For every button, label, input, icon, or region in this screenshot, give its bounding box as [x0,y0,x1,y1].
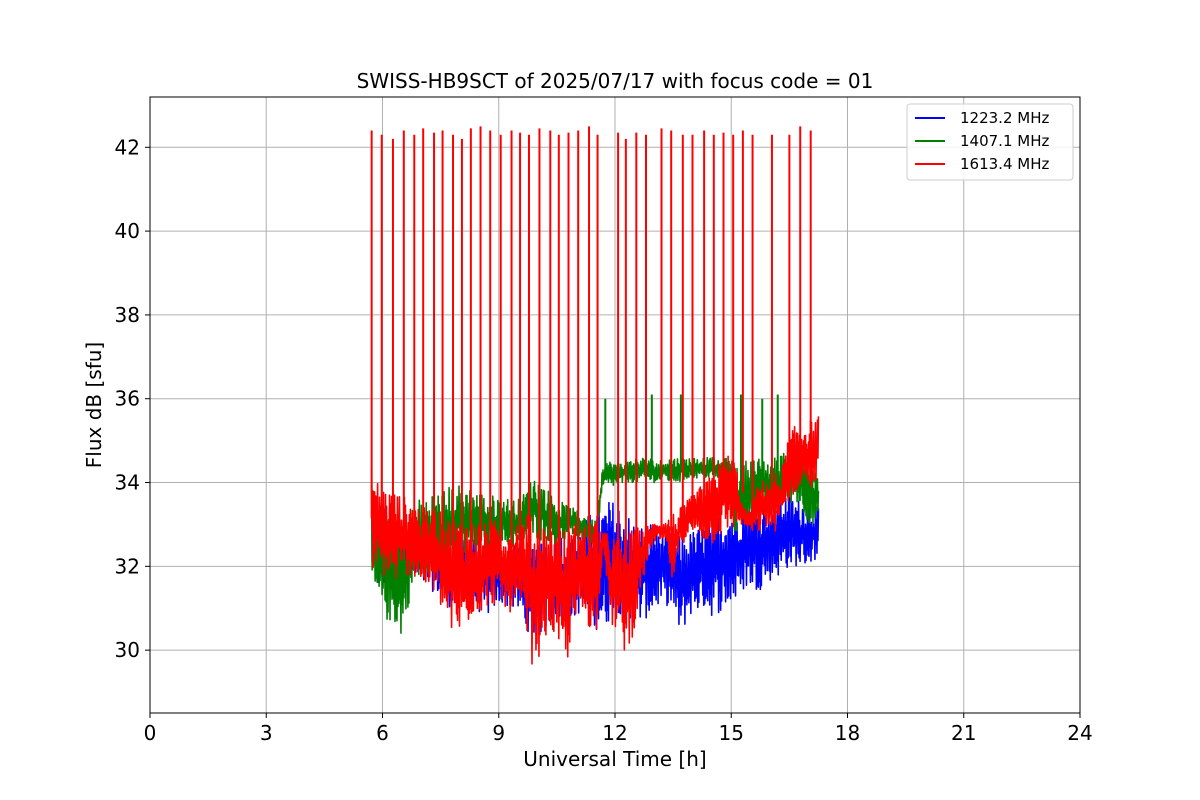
y-tick-label: 34 [115,471,140,495]
y-tick-label: 30 [115,638,140,662]
y-tick-label: 38 [115,303,140,327]
x-tick-label: 24 [1067,721,1092,745]
x-tick-label: 15 [719,721,744,745]
y-axis-label: Flux dB [sfu] [82,342,106,468]
x-tick-label: 0 [144,721,157,745]
y-tick-label: 36 [115,387,140,411]
x-tick-label: 9 [492,721,505,745]
y-tick-label: 40 [115,219,140,243]
series-trace [370,416,820,665]
y-tick-label: 42 [115,135,140,159]
x-tick-label: 3 [260,721,273,745]
x-tick-label: 18 [835,721,860,745]
x-tick-label: 6 [376,721,389,745]
legend: 1223.2 MHz 1407.1 MHz 1613.4 MHz [906,103,1074,181]
legend-label: 1223.2 MHz [960,109,1049,127]
x-axis-label: Universal Time [h] [523,747,706,771]
legend-label: 1613.4 MHz [960,155,1049,173]
y-tick-label: 32 [115,554,140,578]
x-tick-label: 12 [602,721,627,745]
legend-box [906,103,1074,181]
series-2 [370,394,820,634]
legend-label: 1407.1 MHz [960,132,1049,150]
chart-title: SWISS-HB9SCT of 2025/07/17 with focus co… [357,69,874,93]
series-layer [370,126,820,665]
series-3 [370,126,820,665]
series-trace [370,447,820,634]
x-tick-label: 21 [951,721,976,745]
